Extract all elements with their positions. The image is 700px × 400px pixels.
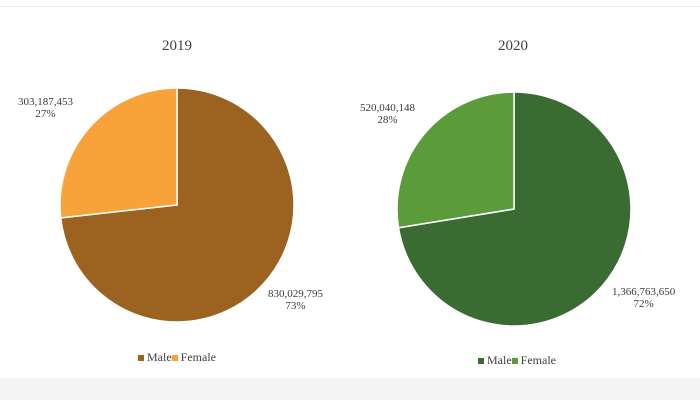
legend-label: Male: [487, 353, 512, 367]
percent-label: 73%: [285, 300, 306, 312]
data-label-2020-male: 1,366,763,650 72%: [612, 286, 675, 310]
chart-title-2020: 2020: [498, 38, 528, 54]
pie-slice-female: [396, 91, 515, 229]
legend-swatch: [478, 357, 484, 364]
value-label: 830,029,795: [268, 288, 323, 300]
legend-label: Female: [520, 353, 556, 367]
legend-2019: Male Female: [138, 350, 216, 365]
percent-label: 72%: [633, 298, 654, 310]
legend-2020: Male Female: [478, 353, 556, 368]
chart-title-2019: 2019: [162, 38, 192, 54]
legend-item-female: Female: [171, 350, 216, 365]
data-label-2020-female: 520,040,148 28%: [360, 102, 415, 126]
percent-label: 28%: [377, 114, 398, 126]
bottom-band: [0, 378, 700, 400]
data-label-2019-male: 830,029,795 73%: [268, 288, 323, 312]
legend-item-female: Female: [511, 353, 556, 368]
value-label: 1,366,763,650: [612, 286, 676, 298]
percent-label: 27%: [35, 108, 56, 120]
legend-swatch: [511, 357, 518, 364]
legend-swatch: [171, 354, 178, 361]
legend-label: Female: [180, 350, 216, 364]
legend-item-male: Male: [138, 350, 172, 365]
top-divider: [0, 6, 700, 7]
legend-item-male: Male: [478, 353, 512, 368]
legend-swatch: [138, 354, 144, 361]
pie-slice-female: [59, 87, 178, 219]
legend-label: Male: [147, 350, 172, 364]
data-label-2019-female: 303,187,453 27%: [18, 96, 73, 120]
value-label: 520,040,148: [360, 102, 415, 114]
value-label: 303,187,453: [18, 96, 73, 108]
